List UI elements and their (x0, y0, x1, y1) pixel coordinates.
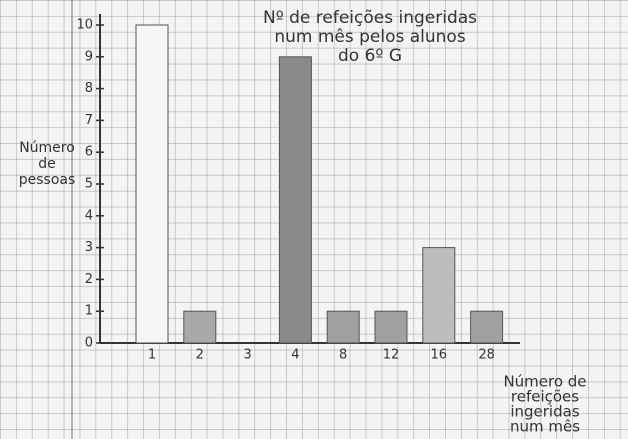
y-tick-label: 9 (85, 49, 93, 64)
x-tick-label: 2 (196, 348, 204, 363)
x-tick-label: 16 (431, 348, 448, 363)
y-tick-label: 6 (85, 145, 93, 160)
y-tick-label: 3 (85, 240, 93, 255)
y-tick-label: 5 (85, 177, 93, 192)
y-tick-label: 10 (76, 18, 93, 33)
bar (278, 56, 312, 344)
x-axis-label: refeições (511, 388, 579, 406)
bar (326, 310, 360, 344)
chart-title: num mês pelos alunos (274, 27, 466, 47)
y-tick-label: 7 (85, 113, 93, 128)
x-tick-label: 28 (478, 348, 495, 363)
x-axis-label: ingeridas (510, 403, 579, 421)
y-tick-label: 4 (85, 208, 93, 223)
chart-title: Nº de refeições ingeridas (263, 8, 477, 28)
bar (374, 310, 408, 344)
bar (183, 310, 217, 344)
x-tick-label: 12 (383, 348, 400, 363)
x-tick-label: 4 (291, 348, 299, 363)
bar (135, 24, 169, 344)
bar (422, 247, 456, 344)
y-tick-label: 8 (85, 81, 93, 96)
y-axis-label: Número (19, 140, 75, 156)
x-axis-label: Número de (503, 373, 586, 391)
y-tick-label: 2 (85, 272, 93, 287)
x-tick-label: 8 (339, 348, 347, 363)
bar (470, 310, 504, 344)
x-tick-label: 1 (148, 348, 156, 363)
chart-title: do 6º G (338, 46, 402, 66)
y-axis-label: de (38, 156, 56, 172)
y-tick-label: 1 (85, 304, 93, 319)
y-tick-label: 0 (85, 336, 93, 351)
x-axis-label: num mês (510, 418, 580, 436)
x-tick-label: 3 (243, 348, 251, 363)
y-axis-label: pessoas (19, 172, 76, 188)
